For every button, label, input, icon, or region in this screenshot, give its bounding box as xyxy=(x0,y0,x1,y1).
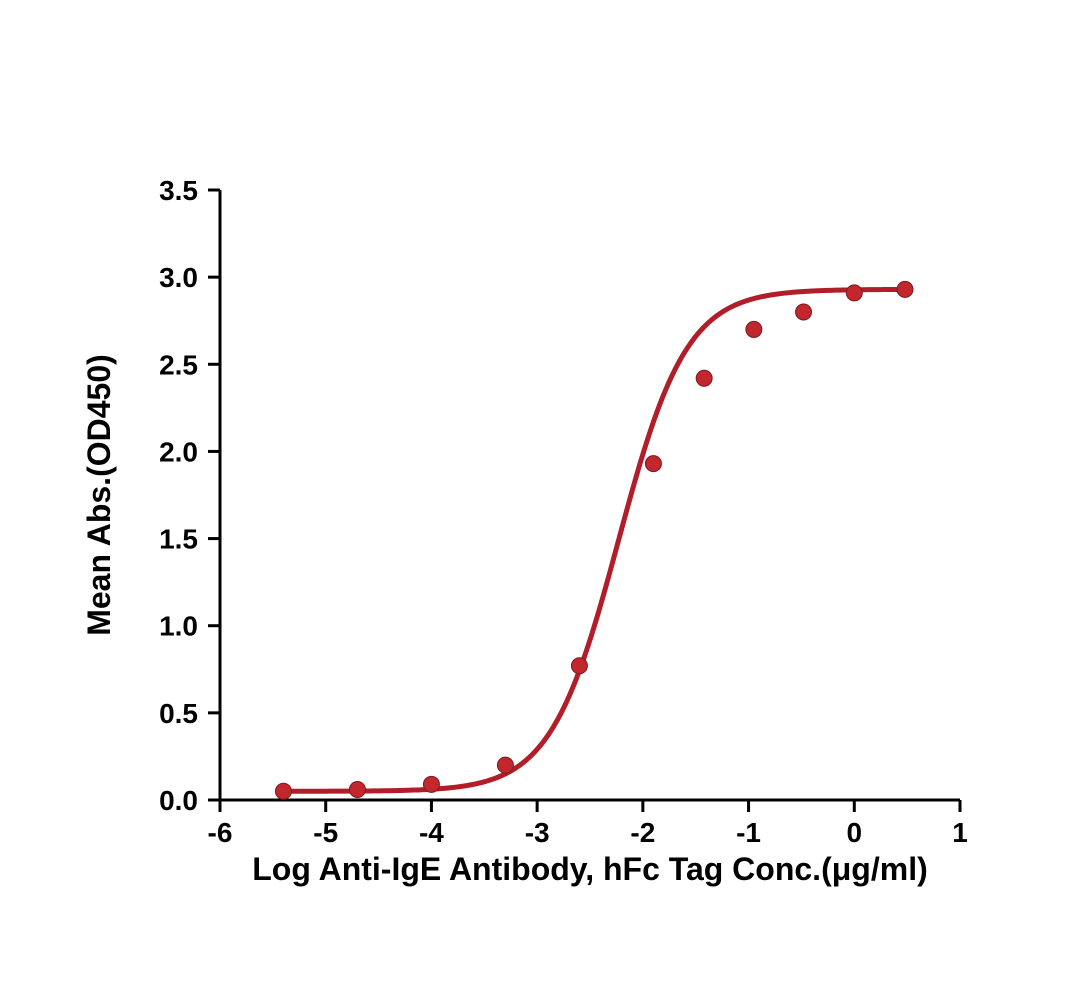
x-tick-label: -3 xyxy=(525,817,550,848)
y-axis-title: Mean Abs.(OD450) xyxy=(81,354,117,636)
y-tick-label: 0.5 xyxy=(159,698,198,729)
data-point xyxy=(645,456,661,472)
data-point xyxy=(796,304,812,320)
x-tick-label: -1 xyxy=(736,817,761,848)
x-tick-label: -4 xyxy=(419,817,444,848)
fit-curve xyxy=(283,289,905,791)
data-point xyxy=(275,783,291,799)
x-tick-label: -5 xyxy=(313,817,338,848)
x-tick-label: -6 xyxy=(208,817,233,848)
y-tick-label: 3.0 xyxy=(159,262,198,293)
y-tick-label: 2.0 xyxy=(159,436,198,467)
y-tick-label: 0.0 xyxy=(159,785,198,816)
data-point xyxy=(696,370,712,386)
y-tick-label: 1.5 xyxy=(159,524,198,555)
dose-response-chart: -6 -5 -4 -3 -2 -1 0 1 0.0 0.5 1.0 1.5 2.0 2.5 3.0 3.5 Lo… xyxy=(0,0,1091,1004)
y-tick-label: 3.5 xyxy=(159,175,198,206)
data-point xyxy=(846,285,862,301)
x-tick-label: 1 xyxy=(952,817,968,848)
y-tick-label: 2.5 xyxy=(159,349,198,380)
data-point xyxy=(897,281,913,297)
y-tick-label: 1.0 xyxy=(159,611,198,642)
x-tick-label: -2 xyxy=(630,817,655,848)
x-tick-label: 0 xyxy=(846,817,862,848)
data-point xyxy=(746,321,762,337)
data-point xyxy=(349,782,365,798)
data-point xyxy=(497,757,513,773)
data-point xyxy=(423,776,439,792)
data-point xyxy=(571,658,587,674)
x-axis-title: Log Anti-IgE Antibody, hFc Tag Conc.(μg/… xyxy=(252,851,927,887)
chart-container: -6 -5 -4 -3 -2 -1 0 1 0.0 0.5 1.0 1.5 2.0 2.5 3.0 3.5 Lo… xyxy=(0,0,1091,1004)
